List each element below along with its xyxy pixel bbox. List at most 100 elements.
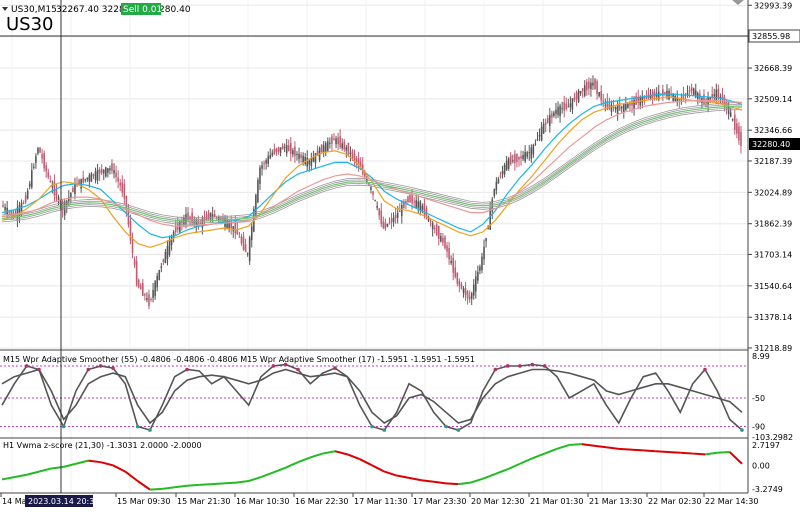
zscore-segment	[494, 468, 509, 475]
candle-body	[518, 156, 520, 160]
candle-body	[337, 137, 339, 145]
candle-body	[84, 179, 87, 181]
candle-body	[351, 150, 354, 159]
candle-body	[738, 126, 740, 141]
candle-body	[435, 224, 438, 236]
candle-body	[614, 107, 617, 110]
candle-body	[213, 213, 216, 218]
zscore-segment	[26, 470, 40, 476]
big-symbol-label: US30	[6, 14, 54, 35]
candle-body	[729, 112, 732, 117]
zscore-segment	[606, 446, 619, 450]
candle-body	[265, 160, 267, 164]
zscore-segment	[396, 474, 410, 479]
zscore-segment	[421, 479, 434, 483]
candle-body	[734, 114, 736, 130]
candle-body	[530, 147, 533, 159]
candle-body	[398, 210, 401, 213]
candle-body	[392, 217, 395, 223]
candle-body	[156, 275, 158, 288]
candle-body	[544, 122, 547, 125]
candle-body	[454, 267, 457, 278]
zscore-segment	[507, 462, 521, 471]
sell-order-badge[interactable]: Sell 0.01	[121, 3, 162, 15]
wpr-overbought-mark	[703, 367, 707, 372]
candle-body	[553, 112, 555, 116]
candle-body	[53, 181, 56, 196]
candle-body	[565, 103, 568, 110]
candle-body	[709, 97, 711, 100]
zscore-segment	[433, 480, 447, 485]
vwma-zscore-line[interactable]	[1, 443, 743, 491]
price-tick-label: 32187.39	[754, 157, 792, 166]
price-tag-upper: 32855.98	[748, 29, 800, 43]
candle-body	[592, 82, 594, 86]
wpr-axis: 8.99 -50 -90-103.2982	[752, 352, 793, 442]
candle-body	[137, 279, 140, 287]
candle-body	[68, 196, 70, 202]
candle-body	[662, 89, 664, 96]
candle-body	[28, 183, 31, 187]
candle-body	[450, 261, 452, 264]
candle-body	[207, 212, 210, 219]
wpr-overbought-mark	[37, 367, 41, 372]
candle-body	[146, 298, 148, 300]
time-tick-label: 21 Mar 01:30	[530, 497, 583, 506]
candle-body	[452, 257, 454, 273]
candle-body	[407, 196, 409, 202]
candle-body	[187, 212, 189, 220]
candle-body	[736, 123, 738, 134]
candle-body	[310, 158, 313, 166]
candle-body	[131, 239, 134, 253]
candle-body	[520, 156, 522, 159]
time-tick-label: 16 Mar 10:30	[236, 497, 289, 506]
candle-body	[259, 167, 261, 184]
one-click-trading-toggle[interactable]	[732, 0, 744, 5]
zscore-segment	[581, 443, 595, 447]
wpr-adaptive-smoother-lines[interactable]	[1, 362, 744, 432]
candle-body	[372, 191, 374, 195]
candle-body	[608, 103, 611, 109]
zscore-segment	[285, 461, 299, 469]
candle-body	[298, 153, 300, 160]
candle-body	[316, 150, 319, 156]
candle-body	[505, 160, 508, 170]
wpr-oversold-mark	[740, 428, 744, 432]
zscore-segment	[728, 451, 743, 465]
zscore-tick-label: 0.00	[752, 461, 770, 470]
candle-body	[55, 188, 58, 198]
zscore-segment	[556, 443, 570, 450]
zscore-segment	[371, 464, 385, 473]
candle-body	[216, 216, 218, 218]
dropdown-icon[interactable]	[2, 7, 8, 11]
candle-body	[740, 131, 742, 146]
candle-body	[158, 270, 161, 280]
candle-body	[88, 175, 91, 182]
candle-body	[526, 152, 528, 157]
candle-body	[292, 150, 294, 155]
candle-body	[174, 226, 177, 232]
wpr-tick-label: 8.99	[752, 352, 770, 361]
candle-body	[285, 144, 288, 154]
candle-body	[31, 170, 33, 188]
candle-body	[448, 247, 450, 260]
candle-body	[78, 179, 80, 186]
candle-body	[263, 163, 265, 165]
candle-body	[446, 245, 448, 252]
candle-body	[429, 220, 432, 222]
candle-body	[335, 138, 337, 145]
candle-body	[345, 147, 348, 151]
candle-body	[100, 169, 103, 173]
candle-body	[275, 148, 278, 153]
chevron-down-icon	[732, 0, 744, 5]
candle-body	[433, 228, 436, 230]
candle-body	[98, 169, 101, 174]
candle-body	[296, 154, 298, 156]
price-axis[interactable]: 32993.3932830.8932668.3932509.1432346.66…	[748, 1, 792, 353]
zscore-segment	[655, 450, 669, 453]
candle-body	[92, 174, 95, 176]
candle-body	[501, 171, 504, 175]
candle-body	[283, 146, 286, 148]
